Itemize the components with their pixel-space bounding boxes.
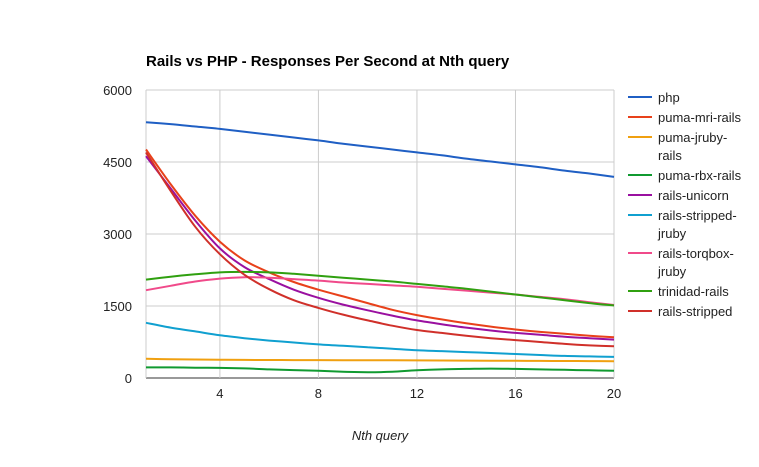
x-axis-label: Nth query [352, 428, 410, 443]
legend-label: php [658, 90, 680, 105]
legend-label: rails-torqbox- [658, 246, 734, 261]
y-tick-label: 6000 [103, 83, 132, 98]
series-line-rails-unicorn [145, 155, 615, 341]
legend-label: rails-unicorn [658, 188, 729, 203]
legend-item-rails-unicorn: rails-unicorn [628, 188, 729, 203]
legend: php puma-mri-rails puma-jruby-rails puma-rb… [628, 90, 742, 319]
x-tick-label: 12 [410, 386, 424, 401]
legend-item-puma-mri-rails: puma-mri-rails [628, 110, 742, 125]
y-tick-label: 3000 [103, 227, 132, 242]
x-tick-label: 16 [508, 386, 522, 401]
plot-area [145, 121, 615, 374]
series-line-trinidad-rails [145, 270, 615, 307]
legend-label: puma-jruby- [658, 130, 727, 145]
series-line-rails-stripped [145, 151, 615, 348]
legend-item-php: php [628, 90, 680, 105]
series-line-puma-rbx-rails [146, 366, 615, 374]
x-tick-label: 8 [315, 386, 322, 401]
x-tick-label: 20 [607, 386, 621, 401]
x-axis: 4 8 12 16 20 [216, 386, 621, 401]
legend-label: puma-rbx-rails [658, 168, 742, 183]
legend-item-puma-rbx-rails: puma-rbx-rails [628, 168, 742, 183]
y-tick-label: 4500 [103, 155, 132, 170]
legend-label: rails-stripped- [658, 208, 737, 223]
series-line-puma-jruby-rails [145, 357, 615, 363]
series-line-php [145, 121, 615, 178]
y-axis: 0 1500 3000 4500 6000 [103, 83, 132, 386]
legend-item-rails-stripped: rails-stripped [628, 304, 732, 319]
legend-label: jruby [657, 264, 687, 279]
legend-item-rails-torqbox-jruby: rails-torqbox-jruby [628, 246, 734, 279]
y-tick-label: 0 [125, 371, 132, 386]
series-line-puma-mri-rails [145, 148, 615, 339]
legend-label: rails-stripped [658, 304, 732, 319]
x-tick-label: 4 [216, 386, 223, 401]
legend-label: jruby [657, 226, 687, 241]
legend-item-rails-stripped-jruby: rails-stripped-jruby [628, 208, 737, 241]
legend-label: trinidad-rails [658, 284, 729, 299]
legend-item-puma-jruby-rails: puma-jruby-rails [628, 130, 727, 163]
series-line-rails-stripped-jruby [145, 321, 615, 358]
y-tick-label: 1500 [103, 299, 132, 314]
legend-label: puma-mri-rails [658, 110, 742, 125]
legend-item-trinidad-rails: trinidad-rails [628, 284, 729, 299]
chart-title: Rails vs PHP - Responses Per Second at N… [146, 53, 510, 70]
legend-label: rails [658, 148, 682, 163]
